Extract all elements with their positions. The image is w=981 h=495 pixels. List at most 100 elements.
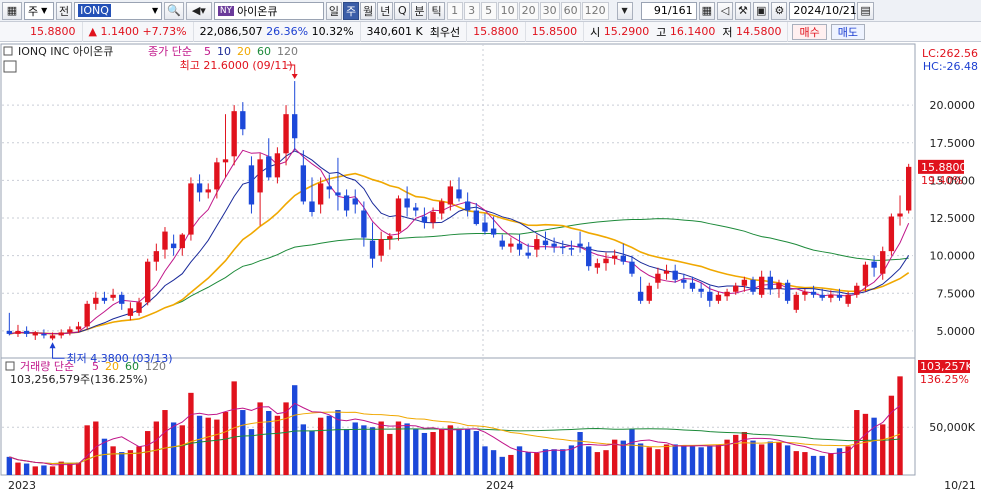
vol-ma5-line (9, 402, 901, 466)
candle-body (672, 270, 678, 280)
interval-tab-60[interactable]: 60 (560, 1, 581, 20)
candle-body (309, 201, 315, 213)
candle-body (257, 159, 263, 193)
candle-body (404, 198, 410, 208)
buy-button[interactable]: 매수 (792, 23, 827, 40)
last-vol-badge (918, 360, 970, 373)
candle-body (715, 294, 722, 301)
market-select[interactable]: 주 ▼ (24, 1, 54, 20)
candle-body (482, 222, 488, 232)
legend-name: IONQ INC 아이온큐 (18, 45, 113, 58)
period-tab-6[interactable]: 틱 (428, 1, 445, 20)
interval-tab-30[interactable]: 30 (539, 1, 560, 20)
interval-tab-20[interactable]: 20 (518, 1, 539, 20)
period-tab-4[interactable]: Q (394, 1, 411, 20)
volume-value: 22,086,507 (199, 25, 263, 38)
candle-body (542, 240, 549, 246)
volume-bar (283, 402, 289, 475)
ticker-input[interactable]: IONQ ▼ (74, 1, 163, 20)
x-axis-label: 2023 (8, 479, 36, 492)
interval-tab-5[interactable]: 5 (480, 1, 497, 20)
candle-body (300, 165, 307, 202)
grid-icon[interactable]: ▦ (698, 1, 715, 20)
candle-body (905, 166, 912, 211)
volume-bar (300, 424, 307, 475)
settings-icon[interactable]: ⚙ (771, 1, 788, 20)
calendar-icon[interactable]: ▤ (857, 1, 874, 20)
volume-cell: 22,086,507 26.36% 10.32% (194, 21, 361, 42)
volume-bar (84, 425, 90, 475)
interval-tab-120[interactable]: 120 (581, 1, 609, 20)
candle-body (594, 263, 601, 268)
candle-body (862, 264, 869, 286)
candle-body (395, 198, 402, 232)
volume-bar (378, 421, 384, 475)
candle-body (119, 294, 125, 304)
sell-button[interactable]: 매도 (830, 23, 865, 40)
candle-body (637, 291, 644, 301)
vol-legend-title: 거래량 단순 (20, 360, 74, 373)
volume-bar (257, 402, 263, 475)
candle-body (188, 183, 194, 235)
candle-body (871, 261, 877, 268)
vol-legend-ma-60: 60 (125, 360, 139, 373)
volume-bar (41, 465, 47, 475)
sound-icon[interactable]: ◀▾ (185, 1, 212, 20)
volume-bar (534, 453, 540, 475)
interval-tabs: 1 3 5 10 20 30 60 120 (446, 1, 609, 20)
volume-bar (136, 446, 142, 475)
date-value: 2024/10/21 (793, 4, 857, 17)
total-value: /161 (667, 4, 693, 17)
y-tick-label: 20.0000 (930, 99, 976, 112)
candle-body (707, 291, 713, 301)
period-tab-3[interactable]: 년 (377, 1, 394, 20)
low-value: 14.5800 (735, 25, 782, 38)
period-tab-5[interactable]: 분 (411, 1, 428, 20)
candle-body (421, 216, 428, 223)
interval-tab-1[interactable]: 1 (446, 1, 463, 20)
search-icon[interactable]: 🔍 (164, 1, 184, 20)
count-field[interactable]: 91/161 (640, 1, 697, 20)
tool-icon[interactable]: ⚒ (734, 1, 751, 20)
min-arrow-icon (49, 342, 56, 349)
candle-body (283, 114, 289, 154)
volume-bar (810, 455, 817, 475)
volume-bar (568, 445, 575, 475)
candle-body (516, 243, 523, 250)
legend-ma-10: 10 (217, 45, 231, 58)
volume-bar (802, 452, 808, 475)
interval-tab-10[interactable]: 10 (497, 1, 518, 20)
legend-toggle-icon (3, 46, 13, 56)
candle-body (698, 288, 704, 292)
volume-bar (49, 466, 56, 475)
volume-bar (439, 429, 445, 475)
volume-bar (724, 439, 730, 475)
volume-bar (179, 425, 185, 475)
period-tab-1[interactable]: 주 (342, 1, 360, 20)
date-field[interactable]: 2024/10/21 (789, 1, 857, 20)
volume-bar (335, 410, 341, 475)
menu-icon[interactable]: ▦ (2, 1, 22, 20)
volume-bar (205, 417, 211, 475)
volume-bar (793, 451, 799, 475)
volume-bar (387, 433, 393, 475)
volume-bar (689, 446, 696, 475)
candle-body (560, 246, 566, 249)
volume-bar (888, 395, 895, 475)
prev-icon[interactable]: ◁ (716, 1, 733, 20)
scope-button[interactable]: 전 (56, 1, 73, 20)
y-tick-label: 7.5000 (937, 287, 976, 300)
low-label: 저 (722, 25, 733, 39)
candle-body (655, 273, 661, 283)
interval-tab-3[interactable]: 3 (463, 1, 480, 20)
volume-bar (637, 443, 644, 475)
period-tab-0[interactable]: 일 (325, 1, 342, 20)
save-icon[interactable]: ▣ (752, 1, 770, 20)
last-price-badge (918, 159, 964, 174)
interval-dropdown-icon[interactable]: ▼ (616, 1, 633, 20)
period-tab-2[interactable]: 월 (360, 1, 377, 20)
price-panel-frame (0, 43, 916, 361)
max-annotation: 최고 21.6000 (09/11) (180, 59, 293, 72)
